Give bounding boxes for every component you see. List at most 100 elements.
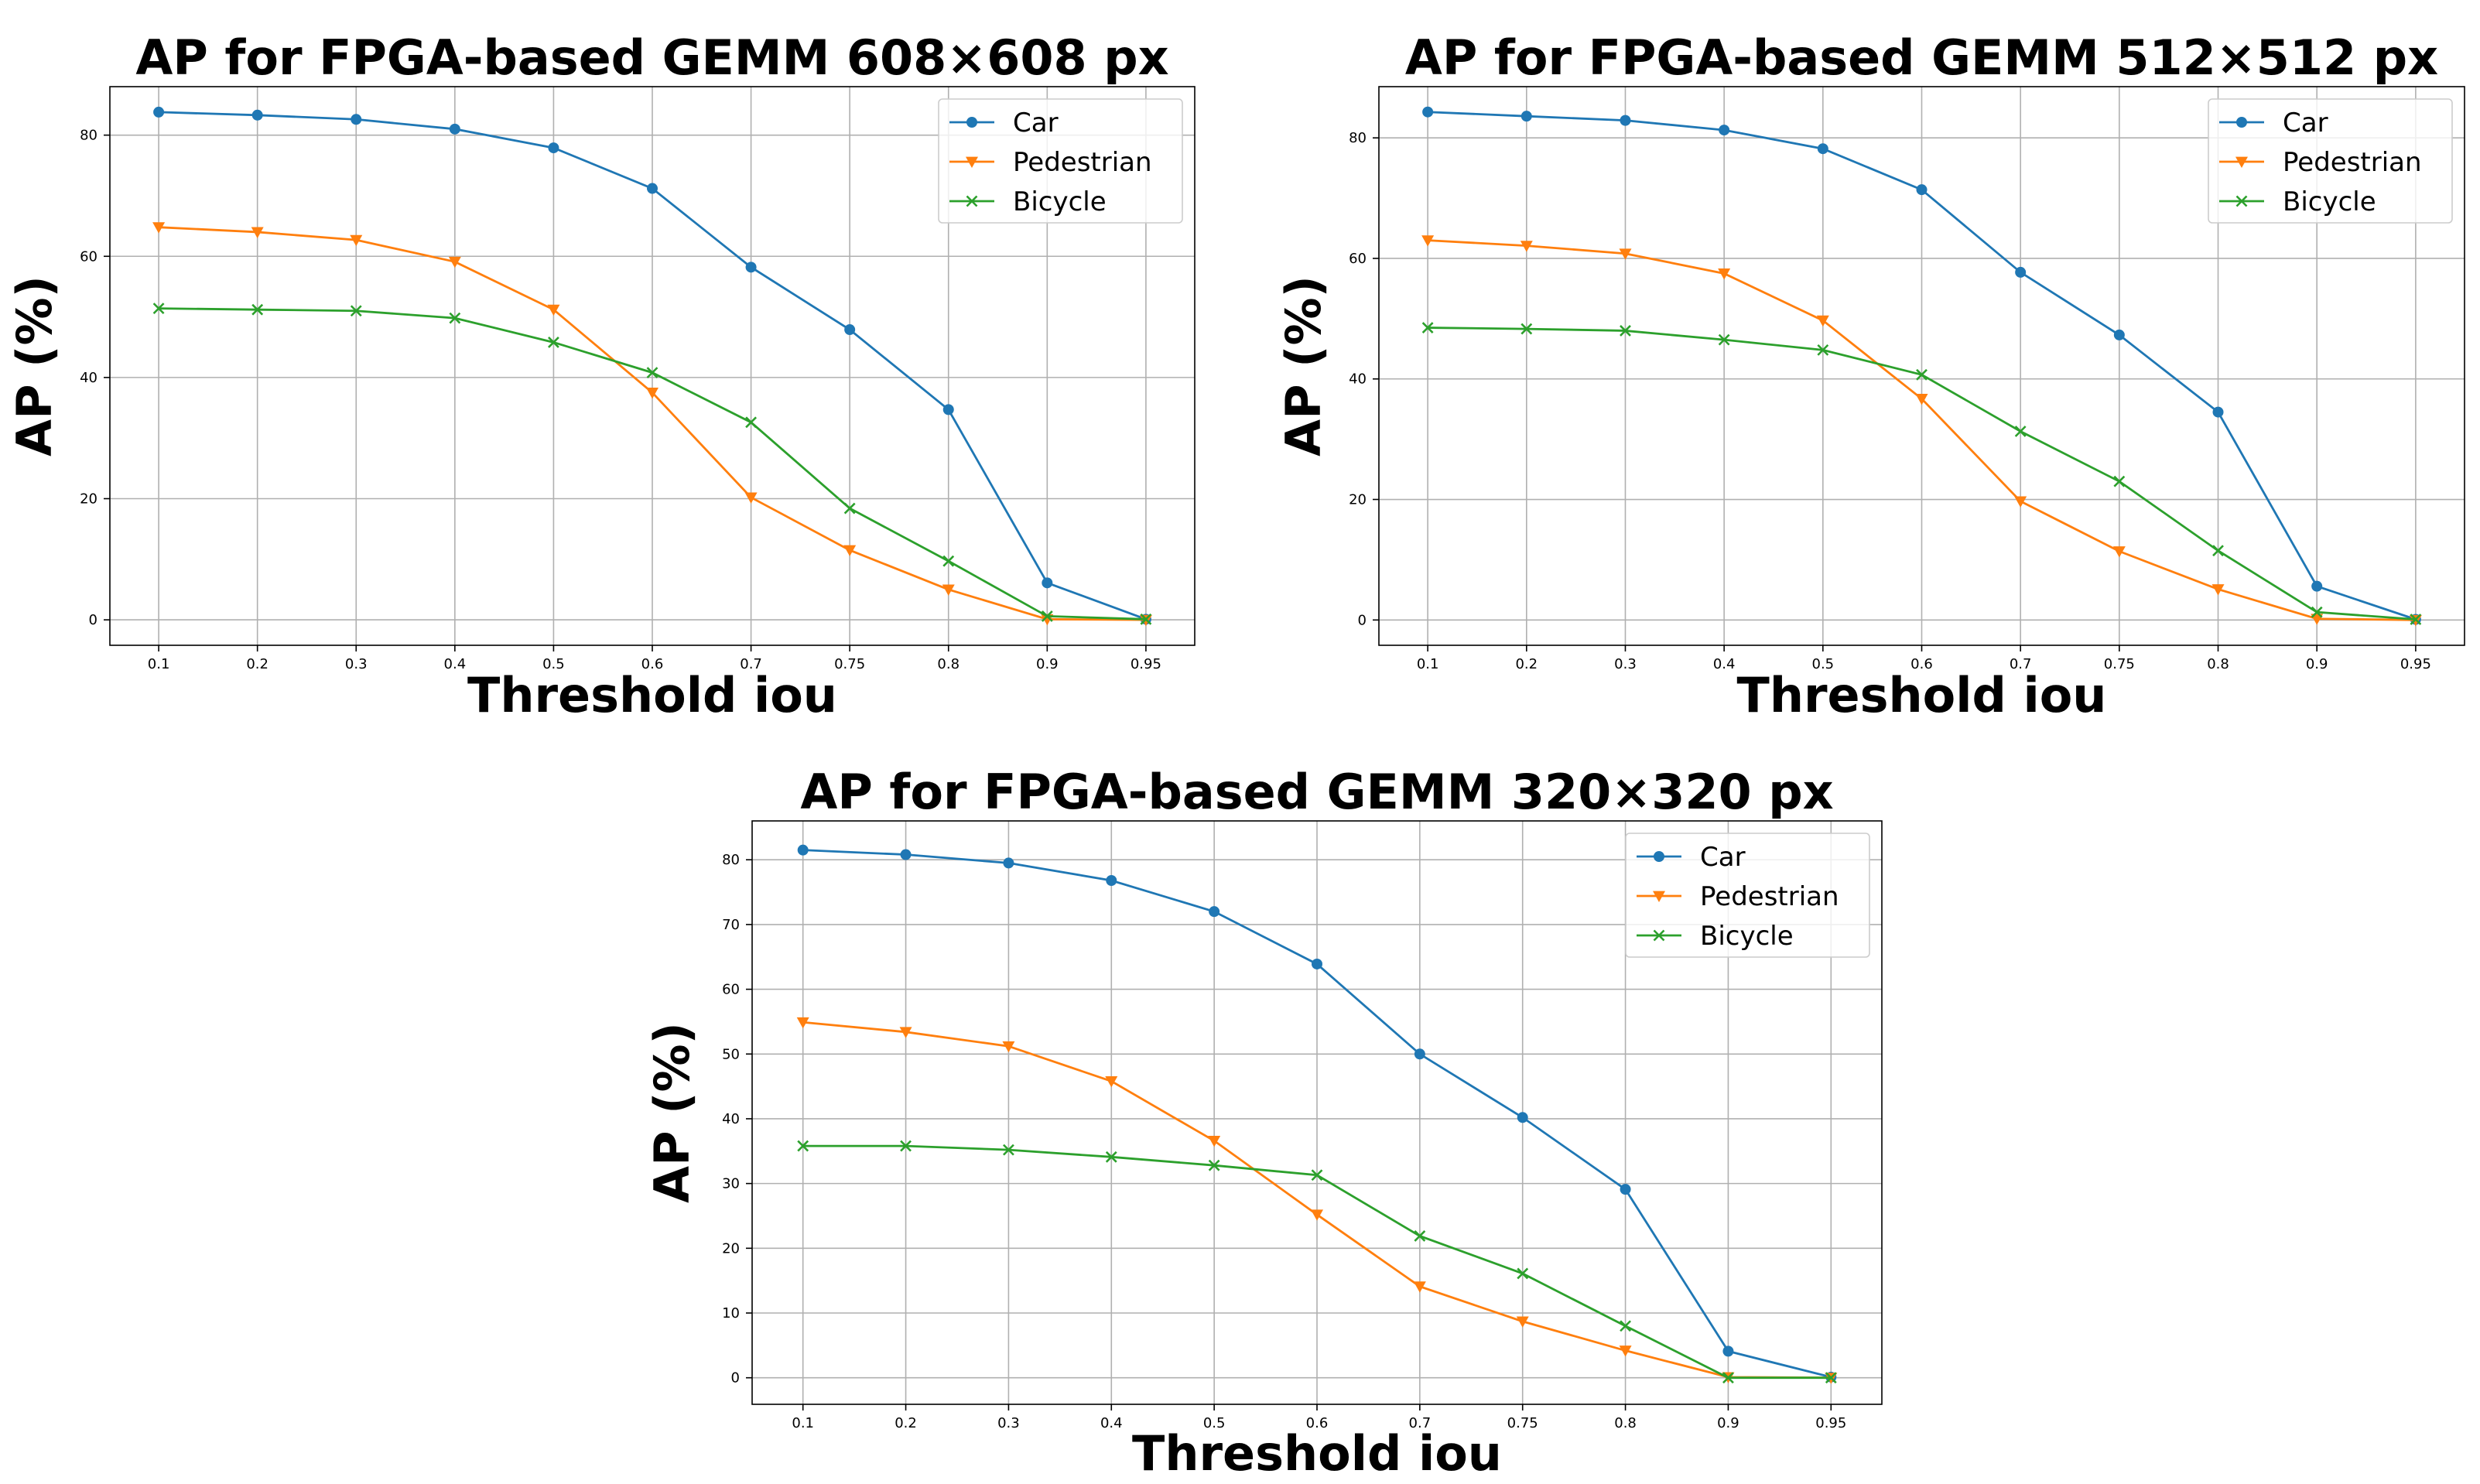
data-point-pedestrian <box>350 234 363 247</box>
data-point-car <box>900 849 912 860</box>
legend-label-car: Car <box>1013 108 1059 138</box>
data-point-car <box>2113 329 2125 340</box>
data-point-pedestrian <box>1105 1076 1118 1088</box>
x-tick-label: 0.1 <box>148 656 170 672</box>
data-point-car <box>1916 184 1928 196</box>
data-point-bicycle <box>449 312 461 324</box>
x-tick-label: 0.6 <box>641 656 664 672</box>
chart-title: AP for FPGA-based GEMM 512×512 px <box>1405 29 2438 86</box>
data-point-car <box>1414 1048 1425 1060</box>
data-point-pedestrian <box>1915 394 1928 405</box>
data-point-pedestrian <box>448 256 461 268</box>
data-point-bicycle <box>942 555 955 567</box>
data-point-bicycle <box>1520 323 1533 335</box>
data-point-pedestrian <box>1718 268 1731 280</box>
legend-label-car: Car <box>1700 842 1746 873</box>
x-tick-label: 0.95 <box>1131 656 1161 672</box>
y-tick-label: 40 <box>80 370 97 386</box>
legend-label-pedestrian: Pedestrian <box>2283 147 2422 178</box>
chart-panel-1: 0.1 0.2 0.3 0.4 0.5 0.6 0.7 0.75 0.8 0.9 0.95 0 20 40… <box>6 29 1196 723</box>
y-tick-label: 0 <box>1358 612 1367 628</box>
data-point-pedestrian <box>843 545 857 557</box>
y-axis-label: AP (%) <box>644 1022 700 1203</box>
data-point-car <box>2212 406 2224 418</box>
y-tick-label: 0 <box>731 1370 740 1387</box>
data-point-car <box>647 183 658 194</box>
data-point-pedestrian <box>2014 496 2027 508</box>
data-point-bicycle <box>1414 1230 1426 1242</box>
plot-frame <box>751 820 1883 1405</box>
data-point-bicycle <box>251 303 264 316</box>
data-point-bicycle <box>745 416 758 429</box>
legend-label-bicycle: Bicycle <box>2283 186 2376 217</box>
y-tick-label: 20 <box>722 1240 740 1257</box>
data-point-pedestrian <box>1619 1346 1632 1357</box>
chart-panel-3: 0.1 0.2 0.3 0.4 0.5 0.6 0.7 0.75 0.8 0.9 0.95 0 10 20… <box>644 764 1883 1482</box>
x-axis-label: Threshold iou <box>1737 667 2107 723</box>
x-tick-label: 0.5 <box>542 656 565 672</box>
x-tick-label: 0.4 <box>444 656 467 672</box>
data-point-pedestrian <box>1816 315 1829 327</box>
data-point-bicycle <box>1003 1144 1014 1156</box>
x-tick-label: 0.7 <box>1409 1415 1432 1431</box>
data-point-pedestrian <box>1520 241 1533 252</box>
legend-box <box>1625 833 1870 958</box>
legend-marker-car <box>966 117 977 128</box>
data-point-pedestrian <box>646 388 658 399</box>
legend-box <box>2208 98 2453 224</box>
x-tick-label: 0.4 <box>1713 656 1736 672</box>
y-tick-label: 80 <box>80 128 97 144</box>
data-point-pedestrian <box>1421 235 1435 247</box>
legend-box <box>938 98 1183 224</box>
data-point-bicycle <box>1916 368 1928 381</box>
data-point-bicycle <box>2410 614 2422 625</box>
data-point-pedestrian <box>942 584 955 596</box>
data-point-bicycle <box>1620 325 1631 337</box>
data-point-bicycle <box>797 1140 809 1152</box>
data-point-car <box>2311 580 2323 592</box>
x-tick-label: 0.9 <box>2306 656 2328 672</box>
x-tick-label: 0.75 <box>1507 1415 1538 1431</box>
data-point-car <box>251 109 263 121</box>
plot-frame <box>1378 86 2465 646</box>
data-point-pedestrian <box>1002 1041 1015 1053</box>
y-tick-label: 60 <box>80 248 97 265</box>
data-point-car <box>449 123 460 135</box>
y-tick-label: 70 <box>722 917 740 933</box>
data-point-bicycle <box>646 367 658 379</box>
y-tick-label: 0 <box>89 612 97 628</box>
data-point-bicycle <box>1311 1169 1323 1181</box>
legend-marker-bicycle <box>1653 929 1665 942</box>
data-point-bicycle <box>1105 1151 1117 1163</box>
chart-panel-2: 0.1 0.2 0.3 0.4 0.5 0.6 0.7 0.75 0.8 0.9 0.95 0 20 40… <box>1275 29 2465 723</box>
x-tick-label: 0.3 <box>997 1415 1020 1431</box>
data-point-pedestrian <box>152 222 166 234</box>
chart-title: AP for FPGA-based GEMM 608×608 px <box>135 29 1168 86</box>
data-point-pedestrian <box>1311 1209 1323 1221</box>
data-point-bicycle <box>152 303 165 315</box>
data-point-car <box>1517 1112 1528 1123</box>
x-tick-label: 0.95 <box>2400 656 2431 672</box>
legend-marker-bicycle <box>966 195 978 207</box>
data-point-bicycle <box>1140 613 1152 625</box>
legend-marker-car <box>2236 117 2247 128</box>
legend-marker-bicycle <box>2235 195 2248 207</box>
data-point-pedestrian <box>744 492 758 504</box>
data-point-bicycle <box>2113 475 2126 487</box>
data-point-pedestrian <box>2211 584 2225 596</box>
data-point-car <box>548 142 559 154</box>
data-point-car <box>844 324 856 336</box>
x-tick-label: 0.7 <box>2010 656 2032 672</box>
data-point-pedestrian <box>1413 1281 1426 1293</box>
data-point-car <box>1106 874 1117 886</box>
data-point-car <box>1422 106 1434 118</box>
data-point-pedestrian <box>899 1027 912 1038</box>
legend-marker-pedestrian <box>2235 156 2248 168</box>
legend-label-pedestrian: Pedestrian <box>1013 147 1152 178</box>
data-point-pedestrian <box>2112 546 2126 558</box>
x-tick-label: 0.3 <box>345 656 368 672</box>
data-point-bicycle <box>1722 1372 1734 1384</box>
data-point-car <box>1312 958 1322 969</box>
legend: Car Pedestrian Bicycle <box>938 98 1183 224</box>
data-point-bicycle <box>2311 606 2323 618</box>
